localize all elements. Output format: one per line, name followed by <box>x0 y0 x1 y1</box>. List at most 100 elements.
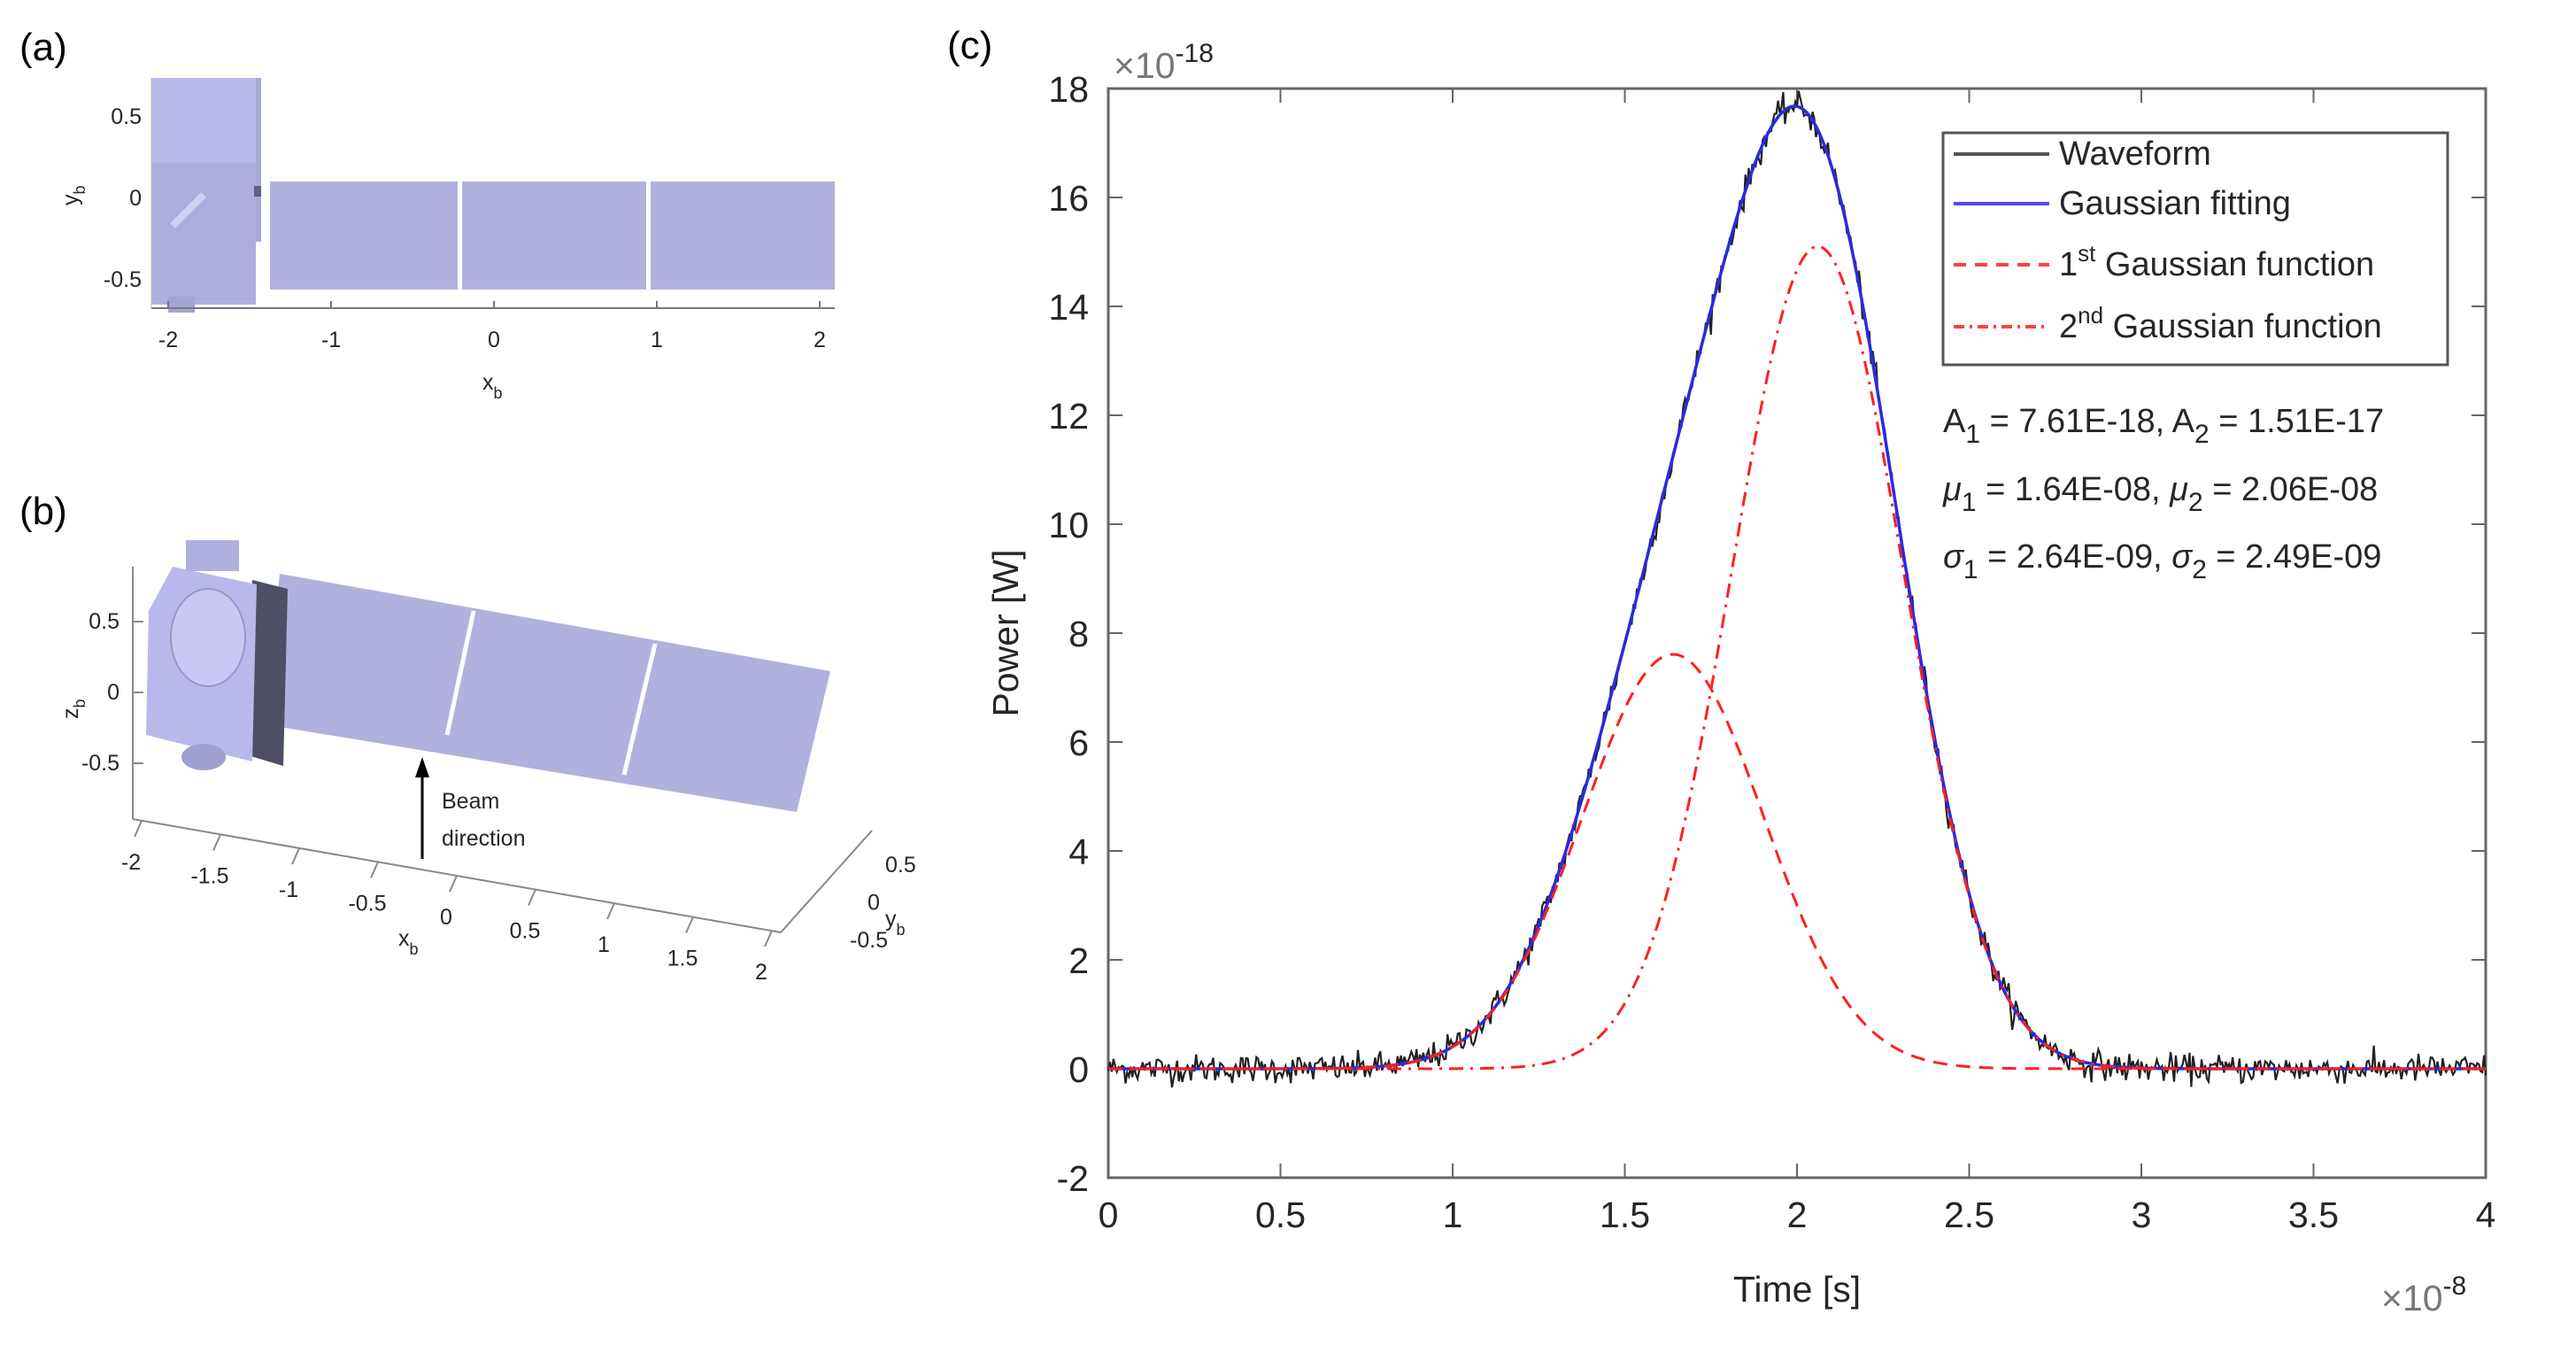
panel-b-label: (b) <box>19 490 67 533</box>
panel-b-x-tick-label: 0 <box>440 905 452 930</box>
x-tick-label: 0 <box>1099 1195 1119 1235</box>
fit-parameter-line: μ1 = 1.64E-08, μ2 = 2.06E-08 <box>1942 471 2378 517</box>
panel-b-x-tick-label: 0.5 <box>510 919 541 944</box>
panel-b-x-tick-label: 1 <box>598 932 610 957</box>
panel-a-x-tick-label: -2 <box>158 328 178 352</box>
satellite-thruster <box>181 744 226 770</box>
panel-b-x-tick-mark <box>134 820 143 838</box>
y-tick-label: 18 <box>1048 69 1089 110</box>
legend: Waveform Gaussian fitting 1st Gaussian fun… <box>1941 131 2449 367</box>
solar-panel-3 <box>651 182 835 290</box>
panel-a-y-ticks: 0.5 0 -0.5 <box>104 104 142 292</box>
satellite-3d-view <box>146 540 830 812</box>
panel-a-x-ticks: -2 -1 0 1 2 <box>158 301 826 352</box>
y-tick-label: 8 <box>1068 614 1089 654</box>
panel-b-y-label: yb <box>885 907 906 939</box>
legend-item: Waveform <box>1954 135 2211 173</box>
y-tick-label: -2 <box>1057 1158 1089 1199</box>
arrow-up-icon <box>415 757 429 777</box>
panel-b-z-tick-label: -0.5 <box>81 751 120 776</box>
panel-b-x-tick-label: 2 <box>755 960 767 985</box>
y-tick-label: 12 <box>1048 396 1089 437</box>
satellite-antenna-dish <box>170 588 246 687</box>
panel-b-x-tick-mark <box>291 847 300 865</box>
satellite-body-lower <box>151 163 256 305</box>
y-axis-multiplier: ×10-18 <box>1114 39 1214 86</box>
panel-b-x-tick-mark <box>764 930 773 947</box>
x-tick-label: 1 <box>1443 1195 1463 1235</box>
panel-b-x-tick-mark <box>370 862 379 878</box>
panel-a: (a) -2 -1 0 1 2 0.5 0 -0.5 xb yb <box>19 26 835 402</box>
x-tick-label: 3.5 <box>2288 1195 2339 1235</box>
legend-item: Gaussian fitting <box>1954 185 2291 222</box>
panel-b-x-tick-mark <box>449 875 458 893</box>
legend-label: Gaussian fitting <box>2059 185 2291 222</box>
panel-b-x-label: xb <box>398 926 419 958</box>
legend-item: 1st Gaussian function <box>1954 240 2374 283</box>
legend-label: Waveform <box>2059 135 2211 173</box>
panel-a-x-label: xb <box>482 370 503 402</box>
y-tick-label: 4 <box>1068 831 1089 872</box>
solar-panel-2 <box>462 182 646 290</box>
panel-b: (b) Beam direction -2-1.5-1-0.500.511.52… <box>19 490 916 985</box>
solar-panel-gap-2 <box>621 643 658 776</box>
panel-b-y-tick-label: 0 <box>868 891 880 916</box>
chart-series <box>1107 90 2487 1088</box>
panel-a-x-tick-label: 2 <box>814 328 826 352</box>
panel-a-y-tick-label: 0.5 <box>111 104 142 129</box>
satellite-mast <box>256 78 261 242</box>
panel-b-x-tick-label: -1.5 <box>190 864 228 889</box>
beam-label: Beam <box>442 789 499 814</box>
satellite-antenna-arm <box>170 192 206 228</box>
fit-parameters: A1 = 7.61E-18, A2 = 1.51E-17 μ1 = 1.64E-0… <box>1942 403 2384 584</box>
y-tick-label: 6 <box>1068 723 1089 763</box>
panel-a-y-tick-label: -0.5 <box>104 267 142 292</box>
panel-b-x-tick-mark <box>606 902 615 920</box>
panel-b-x-tick-label: -2 <box>121 850 141 875</box>
solar-panel-gap-1 <box>444 610 476 736</box>
solar-panel-array <box>264 574 830 812</box>
satellite-body-upper <box>151 78 256 163</box>
panel-a-x-tick-label: 1 <box>651 328 663 352</box>
x-tick-label: 2 <box>1787 1195 1808 1235</box>
legend-item: 2nd Gaussian function <box>1954 302 2382 345</box>
panel-b-y-ticks: 0.50 -0.5 <box>850 853 916 953</box>
y-tick-label: 0 <box>1068 1049 1089 1090</box>
x-tick-label: 1.5 <box>1600 1195 1650 1235</box>
x-axis-label: Time [s] <box>1733 1269 1861 1310</box>
fit-parameter-line: A1 = 7.61E-18, A2 = 1.51E-17 <box>1943 403 2384 449</box>
beam-direction-arrow: Beam direction <box>415 757 526 859</box>
panel-a-y-label: yb <box>58 185 89 205</box>
panel-b-x-tick-mark <box>685 916 694 933</box>
panel-c-label: (c) <box>947 24 992 67</box>
panel-b-x-tick-label: 1.5 <box>667 947 698 971</box>
panel-b-y-axis <box>780 830 873 933</box>
panel-b-x-ticks: -2 -1.5 -1 -0.5 0 0.5 1 1.5 2 <box>121 820 773 985</box>
panel-b-x-tick-label: -1 <box>279 878 298 902</box>
x-axis-multiplier: ×10-8 <box>2381 1272 2466 1318</box>
y-tick-label: 2 <box>1068 940 1089 981</box>
satellite-top-module <box>186 540 239 571</box>
legend-label: 2nd Gaussian function <box>2059 302 2382 345</box>
panel-a-x-tick-label: 0 <box>488 328 500 352</box>
satellite-joint <box>254 186 261 197</box>
y-tick-label: 16 <box>1048 178 1089 219</box>
panel-a-x-tick-label: -1 <box>321 328 341 352</box>
panel-b-z-tick-label: 0 <box>107 680 120 705</box>
panel-b-z-label: zb <box>58 699 89 719</box>
panel-a-y-tick-label: 0 <box>129 186 142 211</box>
series-gaussian-2 <box>1108 244 2486 1071</box>
y-axis-label: Power [W] <box>985 549 1026 716</box>
y-tick-label: 10 <box>1048 505 1089 545</box>
solar-panel-1 <box>270 182 458 290</box>
fit-parameter-line: σ1 = 2.64E-09, σ2 = 2.49E-09 <box>1943 538 2381 584</box>
panel-b-z-tick-label: 0.5 <box>89 609 120 634</box>
x-tick-label: 3 <box>2132 1195 2152 1235</box>
panel-b-y-tick-label: 0.5 <box>885 853 916 878</box>
y-tick-label: 14 <box>1048 287 1089 328</box>
panel-b-y-tick-label: -0.5 <box>850 928 888 953</box>
legend-label: 1st Gaussian function <box>2059 240 2374 283</box>
